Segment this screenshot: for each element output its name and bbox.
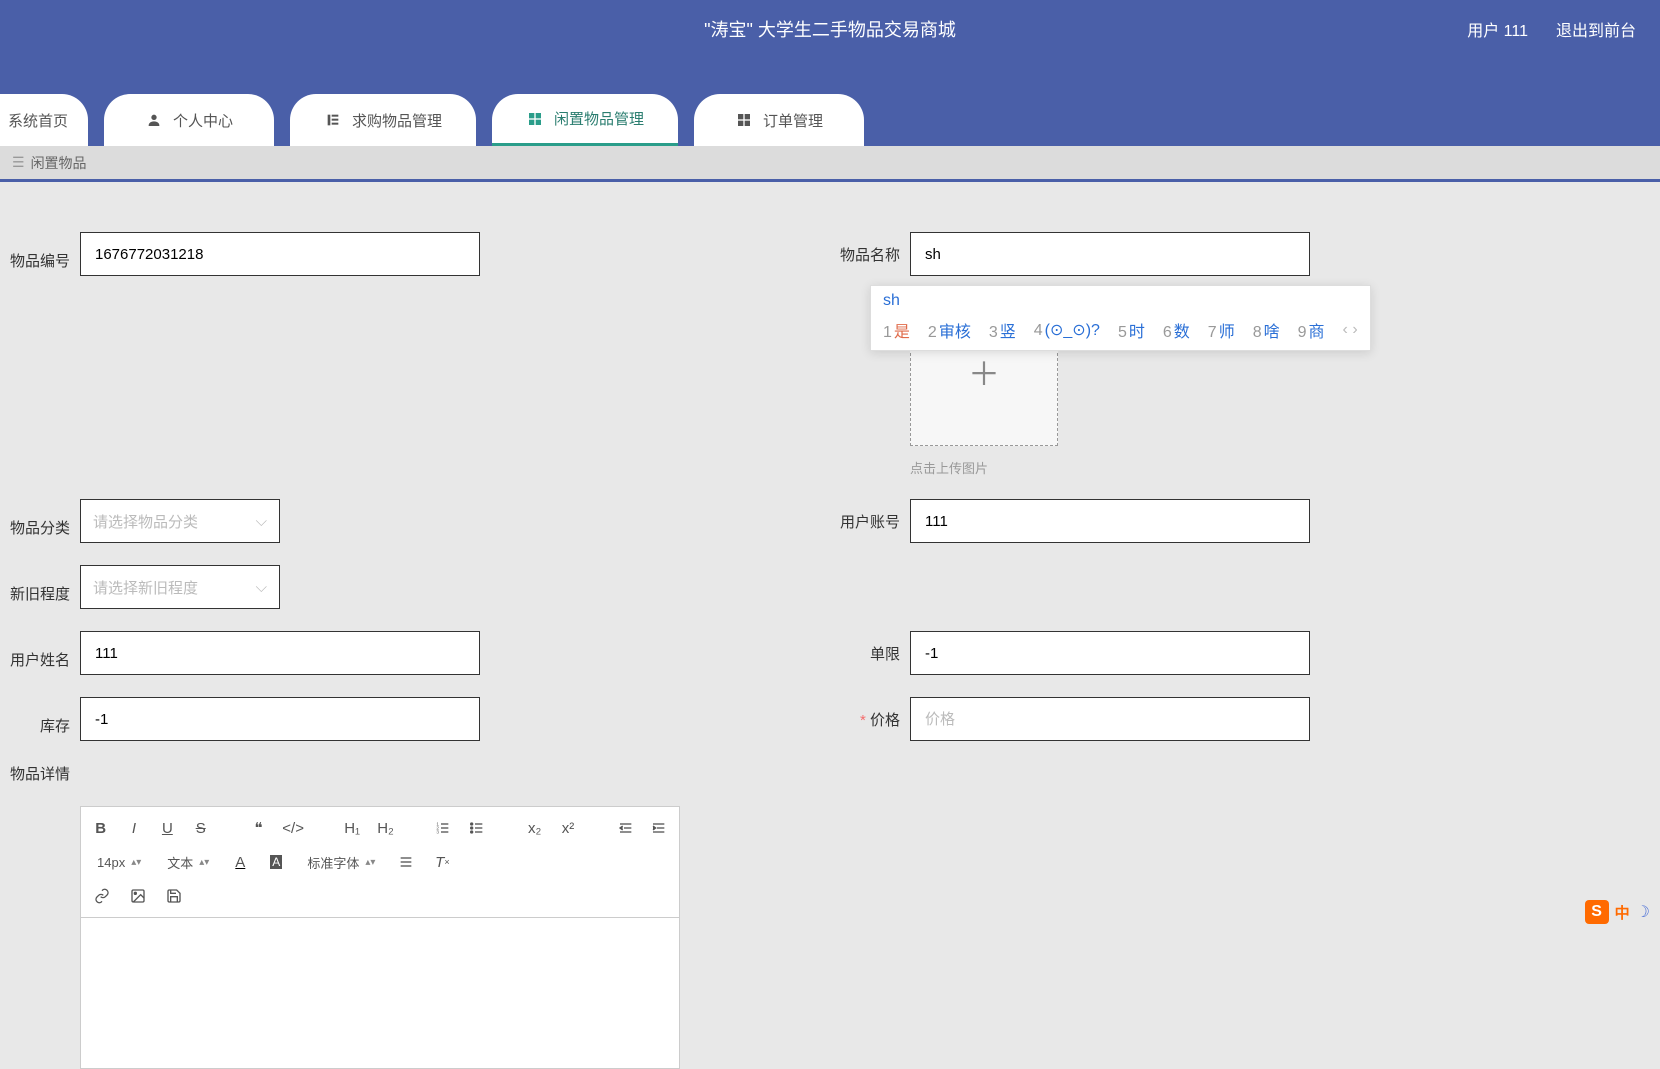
save-button[interactable] (163, 885, 185, 907)
grid-icon (735, 111, 753, 129)
font-family-select[interactable]: 标准字体▴▾ (301, 853, 381, 872)
select-placeholder: 请选择物品分类 (93, 511, 198, 532)
input-user-account[interactable] (910, 499, 1310, 543)
outdent-button[interactable] (616, 817, 635, 839)
nav-tabs: 系统首页 个人中心 求购物品管理 闲置物品管理 订单管理 (0, 58, 1660, 146)
breadcrumb-label: 闲置物品 (31, 153, 87, 173)
quote-button[interactable]: ❝ (249, 817, 268, 839)
select-category[interactable]: 请选择物品分类 ⌵ (80, 499, 280, 543)
image-button[interactable] (127, 885, 149, 907)
tab-wanted[interactable]: 求购物品管理 (290, 94, 476, 146)
h1-button[interactable]: H₁ (343, 817, 362, 839)
ime-candidate[interactable]: 8啥 (1253, 318, 1280, 342)
label-item-id: 物品编号 (0, 238, 70, 271)
ime-candidate[interactable]: 6数 (1163, 318, 1190, 342)
label-detail: 物品详情 (0, 763, 70, 784)
editor-toolbar: B I U S ❝ </> H₁ H₂ 123 x₂ x² (81, 807, 679, 918)
bold-button[interactable]: B (91, 817, 110, 839)
list-icon (324, 111, 342, 129)
label-stock: 库存 (0, 703, 70, 736)
tab-idle-items[interactable]: 闲置物品管理 (492, 94, 678, 146)
h2-button[interactable]: H₂ (376, 817, 395, 839)
top-header: "涛宝" 大学生二手物品交易商城 用户 111 退出到前台 (0, 0, 1660, 58)
tab-label: 系统首页 (8, 110, 68, 131)
ime-lang: 中 (1615, 902, 1630, 923)
input-stock[interactable] (80, 697, 480, 741)
input-price[interactable] (910, 697, 1310, 741)
ime-candidate[interactable]: 3竖 (989, 318, 1016, 342)
label-category: 物品分类 (0, 505, 70, 538)
code-button[interactable]: </> (282, 817, 304, 839)
header-right: 用户 111 退出到前台 (1467, 17, 1636, 41)
user-icon (145, 111, 163, 129)
bullet-list-button[interactable] (467, 817, 486, 839)
plus-icon: ＋ (968, 349, 1000, 395)
tab-orders[interactable]: 订单管理 (694, 94, 864, 146)
strike-button[interactable]: S (191, 817, 210, 839)
tab-label: 个人中心 (173, 110, 233, 131)
select-placeholder: 请选择新旧程度 (93, 577, 198, 598)
input-limit[interactable] (910, 631, 1310, 675)
moon-icon: ☽ (1636, 902, 1650, 922)
label-condition: 新旧程度 (0, 571, 70, 604)
input-user-name[interactable] (80, 631, 480, 675)
logout-link[interactable]: 退出到前台 (1556, 17, 1636, 41)
text-color-button[interactable]: A (229, 851, 251, 873)
clear-format-button[interactable]: T× (431, 851, 453, 873)
text-style-select[interactable]: 文本▴▾ (161, 853, 215, 872)
input-item-id[interactable] (80, 232, 480, 276)
label-user-account: 用户账号 (830, 499, 900, 532)
indent-button[interactable] (650, 817, 669, 839)
align-button[interactable] (395, 851, 417, 873)
subscript-button[interactable]: x₂ (525, 817, 544, 839)
menu-icon: ☰ (12, 154, 25, 171)
editor-content[interactable] (81, 918, 679, 1068)
input-item-name[interactable] (910, 232, 1310, 276)
label-limit: 单限 (830, 631, 900, 664)
tab-label: 闲置物品管理 (554, 108, 644, 129)
underline-button[interactable]: U (158, 817, 177, 839)
ime-candidate[interactable]: 5时 (1118, 318, 1145, 342)
ime-candidate[interactable]: 2审核 (928, 318, 971, 342)
italic-button[interactable]: I (124, 817, 143, 839)
tab-profile[interactable]: 个人中心 (104, 94, 274, 146)
upload-hint: 点击上传图片 (910, 458, 1058, 477)
tab-home[interactable]: 系统首页 (0, 94, 88, 146)
ime-popup: sh 1是 2审核 3竖 4(⊙_⊙)? 5时 6数 7师 8啥 9商 ‹ › (870, 285, 1371, 351)
link-button[interactable] (91, 885, 113, 907)
ime-candidates: 1是 2审核 3竖 4(⊙_⊙)? 5时 6数 7师 8啥 9商 ‹ › (871, 312, 1370, 350)
svg-text:3: 3 (437, 829, 440, 834)
select-condition[interactable]: 请选择新旧程度 ⌵ (80, 565, 280, 609)
chevron-down-icon: ⌵ (256, 513, 267, 530)
label-item-name: 物品名称 (830, 232, 900, 265)
superscript-button[interactable]: x² (558, 817, 577, 839)
ordered-list-button[interactable]: 123 (434, 817, 453, 839)
sogou-icon: S (1585, 900, 1609, 924)
chevron-down-icon: ⌵ (256, 579, 267, 596)
ime-candidate[interactable]: 7师 (1208, 318, 1235, 342)
ime-candidate[interactable]: 9商 (1298, 318, 1325, 342)
ime-status-indicator: S 中 ☽ (1585, 900, 1650, 924)
grid-icon (526, 110, 544, 128)
ime-nav[interactable]: ‹ › (1343, 321, 1358, 339)
bg-color-button[interactable]: A (265, 851, 287, 873)
ime-candidate[interactable]: 4(⊙_⊙)? (1034, 320, 1100, 340)
font-size-select[interactable]: 14px▴▾ (91, 855, 147, 870)
ime-typed-text: sh (871, 286, 1370, 312)
rich-text-editor: B I U S ❝ </> H₁ H₂ 123 x₂ x² (80, 806, 680, 1069)
label-user-name: 用户姓名 (0, 637, 70, 670)
current-user[interactable]: 用户 111 (1467, 17, 1528, 41)
breadcrumb: ☰ 闲置物品 (0, 146, 1660, 182)
tab-label: 求购物品管理 (352, 110, 442, 131)
form-area: 物品编号 物品名称 图片 ＋ 点击上传图片 物品分类 请选择物品分类 ⌵ (0, 182, 1660, 1069)
label-price: 价格 (830, 697, 900, 730)
ime-candidate[interactable]: 1是 (883, 318, 910, 342)
tab-label: 订单管理 (763, 110, 823, 131)
app-title: "涛宝" 大学生二手物品交易商城 (704, 16, 956, 42)
